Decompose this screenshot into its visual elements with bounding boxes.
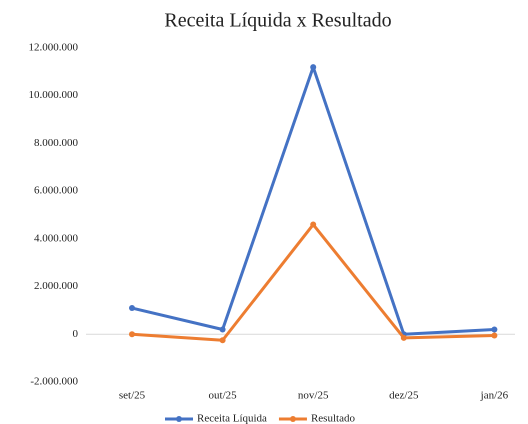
data-point: [491, 326, 498, 333]
y-tick-label: 2.000.000: [34, 280, 79, 292]
chart-title: Receita Líquida x Resultado: [164, 10, 391, 32]
legend-marker: [289, 416, 296, 422]
x-tick-label: out/25: [209, 390, 238, 402]
data-point: [219, 337, 226, 344]
data-point: [219, 326, 226, 333]
legend-marker: [176, 416, 182, 422]
data-point: [310, 64, 317, 71]
y-tick-label: 12.000.000: [29, 42, 79, 54]
legend-label: Receita Líquida: [197, 413, 267, 424]
x-tick-label: jan/26: [480, 390, 509, 402]
series-line: [131, 65, 495, 336]
data-point: [129, 305, 135, 312]
data-point: [129, 331, 135, 338]
x-tick-label: set/25: [119, 390, 146, 402]
x-tick-label: nov/25: [298, 390, 329, 402]
legend-label: Resultado: [311, 413, 355, 424]
y-tick-label: 10.000.000: [29, 89, 79, 101]
y-tick-label: 0: [73, 328, 79, 340]
data-point: [310, 221, 317, 228]
y-tick-label: 4.000.000: [34, 232, 79, 244]
y-tick-label: 8.000.000: [34, 137, 79, 149]
data-point: [491, 332, 498, 339]
y-tick-label: 6.000.000: [34, 185, 79, 197]
y-tick-label: -2.000.000: [30, 376, 78, 388]
x-tick-label: dez/25: [389, 390, 419, 402]
series-line: [131, 223, 495, 342]
data-point: [400, 334, 407, 341]
